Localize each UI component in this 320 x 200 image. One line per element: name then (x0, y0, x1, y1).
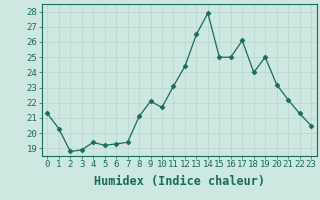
X-axis label: Humidex (Indice chaleur): Humidex (Indice chaleur) (94, 175, 265, 188)
